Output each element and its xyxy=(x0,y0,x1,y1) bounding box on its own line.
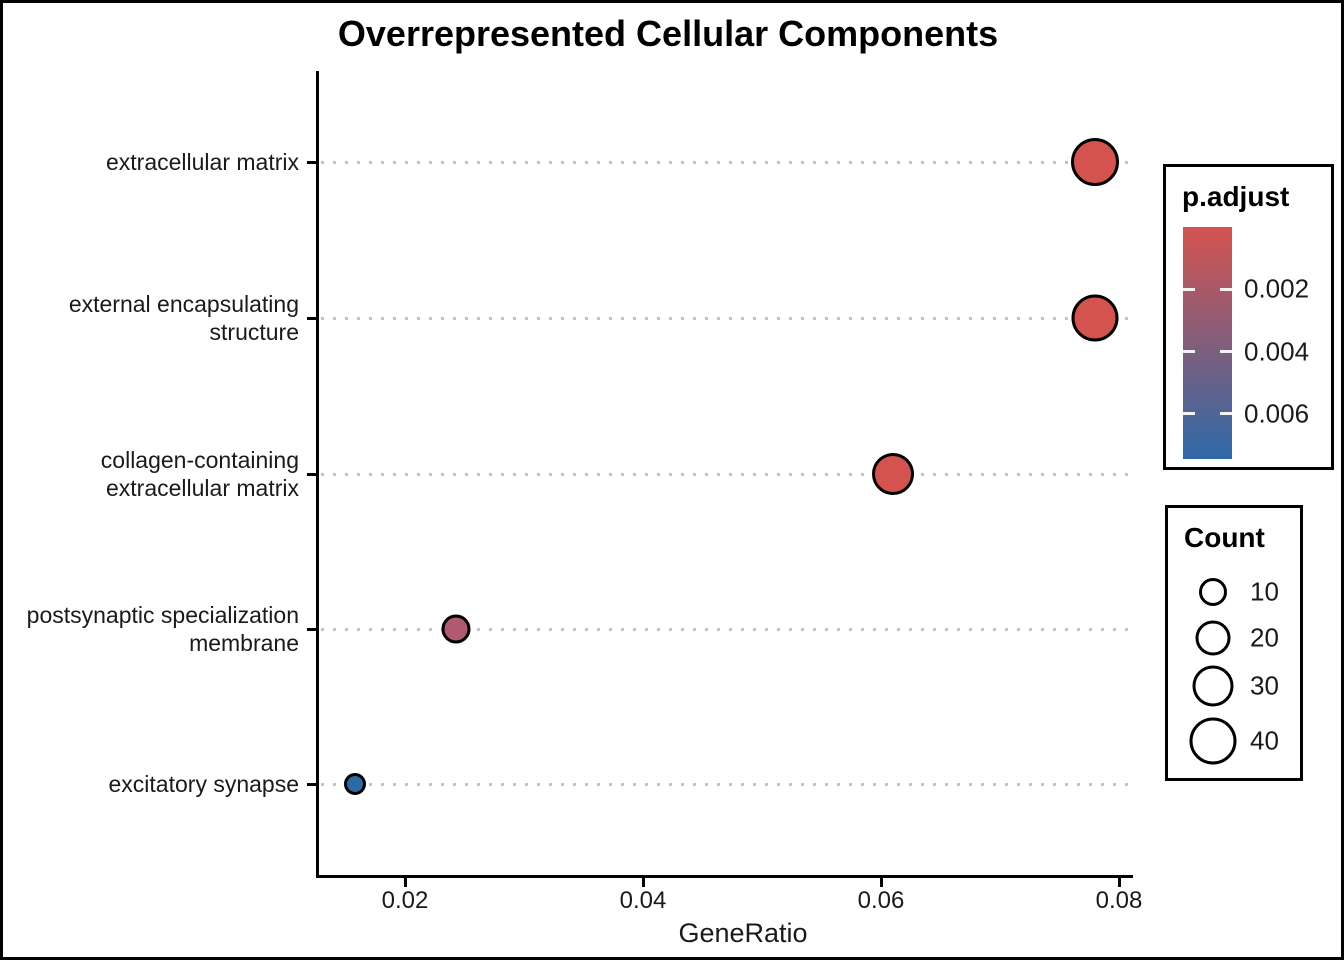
x-axis-tick-label: 0.06 xyxy=(857,887,905,914)
gridline xyxy=(321,316,1128,320)
x-axis-tick xyxy=(1117,878,1121,887)
colorbar-tick-label: 0.002 xyxy=(1244,273,1310,304)
x-axis-tick xyxy=(403,878,407,887)
y-axis-category-label: postsynaptic specialization membrane xyxy=(26,602,299,656)
colorbar-tick-mark xyxy=(1183,287,1195,291)
y-axis-category-label: external encapsulating structure xyxy=(68,291,299,345)
count-legend-label: 10 xyxy=(1250,576,1279,607)
legend-p-adjust: p.adjust 0.002 0.004 0.006 xyxy=(1163,164,1334,470)
count-legend-circle xyxy=(1192,665,1234,707)
colorbar-gradient xyxy=(1183,227,1232,459)
colorbar-tick-mark xyxy=(1183,350,1195,354)
colorbar-tick-mark xyxy=(1220,287,1232,291)
dot-point xyxy=(441,614,471,644)
x-axis-title: GeneRatio xyxy=(678,918,808,948)
legend-count: Count 10 20 30 40 xyxy=(1165,505,1303,781)
x-axis-tick xyxy=(879,878,883,887)
gridline xyxy=(321,627,1128,631)
colorbar-tick-mark xyxy=(1220,412,1232,416)
colorbar-tick-label: 0.006 xyxy=(1244,398,1310,429)
legend-count-title: Count xyxy=(1184,522,1265,553)
y-axis-category-label: extracellular matrix xyxy=(106,149,299,175)
chart-title: Overrepresented Cellular Components xyxy=(337,13,999,54)
x-axis-tick xyxy=(641,878,645,887)
count-legend-circle xyxy=(1189,717,1237,765)
gridline xyxy=(321,782,1128,786)
y-axis-category-label: excitatory synapse xyxy=(108,771,299,797)
x-axis-line xyxy=(316,875,1133,878)
gridline xyxy=(321,472,1128,476)
y-axis-tick xyxy=(307,627,317,631)
count-legend-circle xyxy=(1195,620,1231,656)
y-axis-tick xyxy=(307,782,317,786)
y-axis-tick xyxy=(307,316,317,320)
legend-p-adjust-title: p.adjust xyxy=(1182,181,1290,212)
x-axis-tick-label: 0.02 xyxy=(381,887,429,914)
y-axis-category-label: collagen-containing extracellular matrix xyxy=(100,447,299,501)
count-legend-circle xyxy=(1199,578,1227,606)
count-legend-label: 40 xyxy=(1250,725,1279,756)
y-axis-tick xyxy=(307,160,317,164)
dot-point xyxy=(344,773,367,795)
y-axis-tick xyxy=(307,472,317,476)
y-axis-line xyxy=(316,71,319,878)
dot-point xyxy=(1071,294,1119,342)
dot-point xyxy=(1071,138,1120,186)
gridline xyxy=(321,160,1128,164)
x-axis-tick-label: 0.08 xyxy=(1095,887,1143,914)
colorbar-tick-label: 0.004 xyxy=(1244,336,1310,367)
colorbar-tick-mark xyxy=(1183,412,1195,416)
x-axis-tick-label: 0.04 xyxy=(619,887,667,914)
colorbar-tick-mark xyxy=(1220,350,1232,354)
dot-point xyxy=(871,453,914,495)
count-legend-label: 30 xyxy=(1250,670,1279,701)
count-legend-label: 20 xyxy=(1250,622,1279,653)
